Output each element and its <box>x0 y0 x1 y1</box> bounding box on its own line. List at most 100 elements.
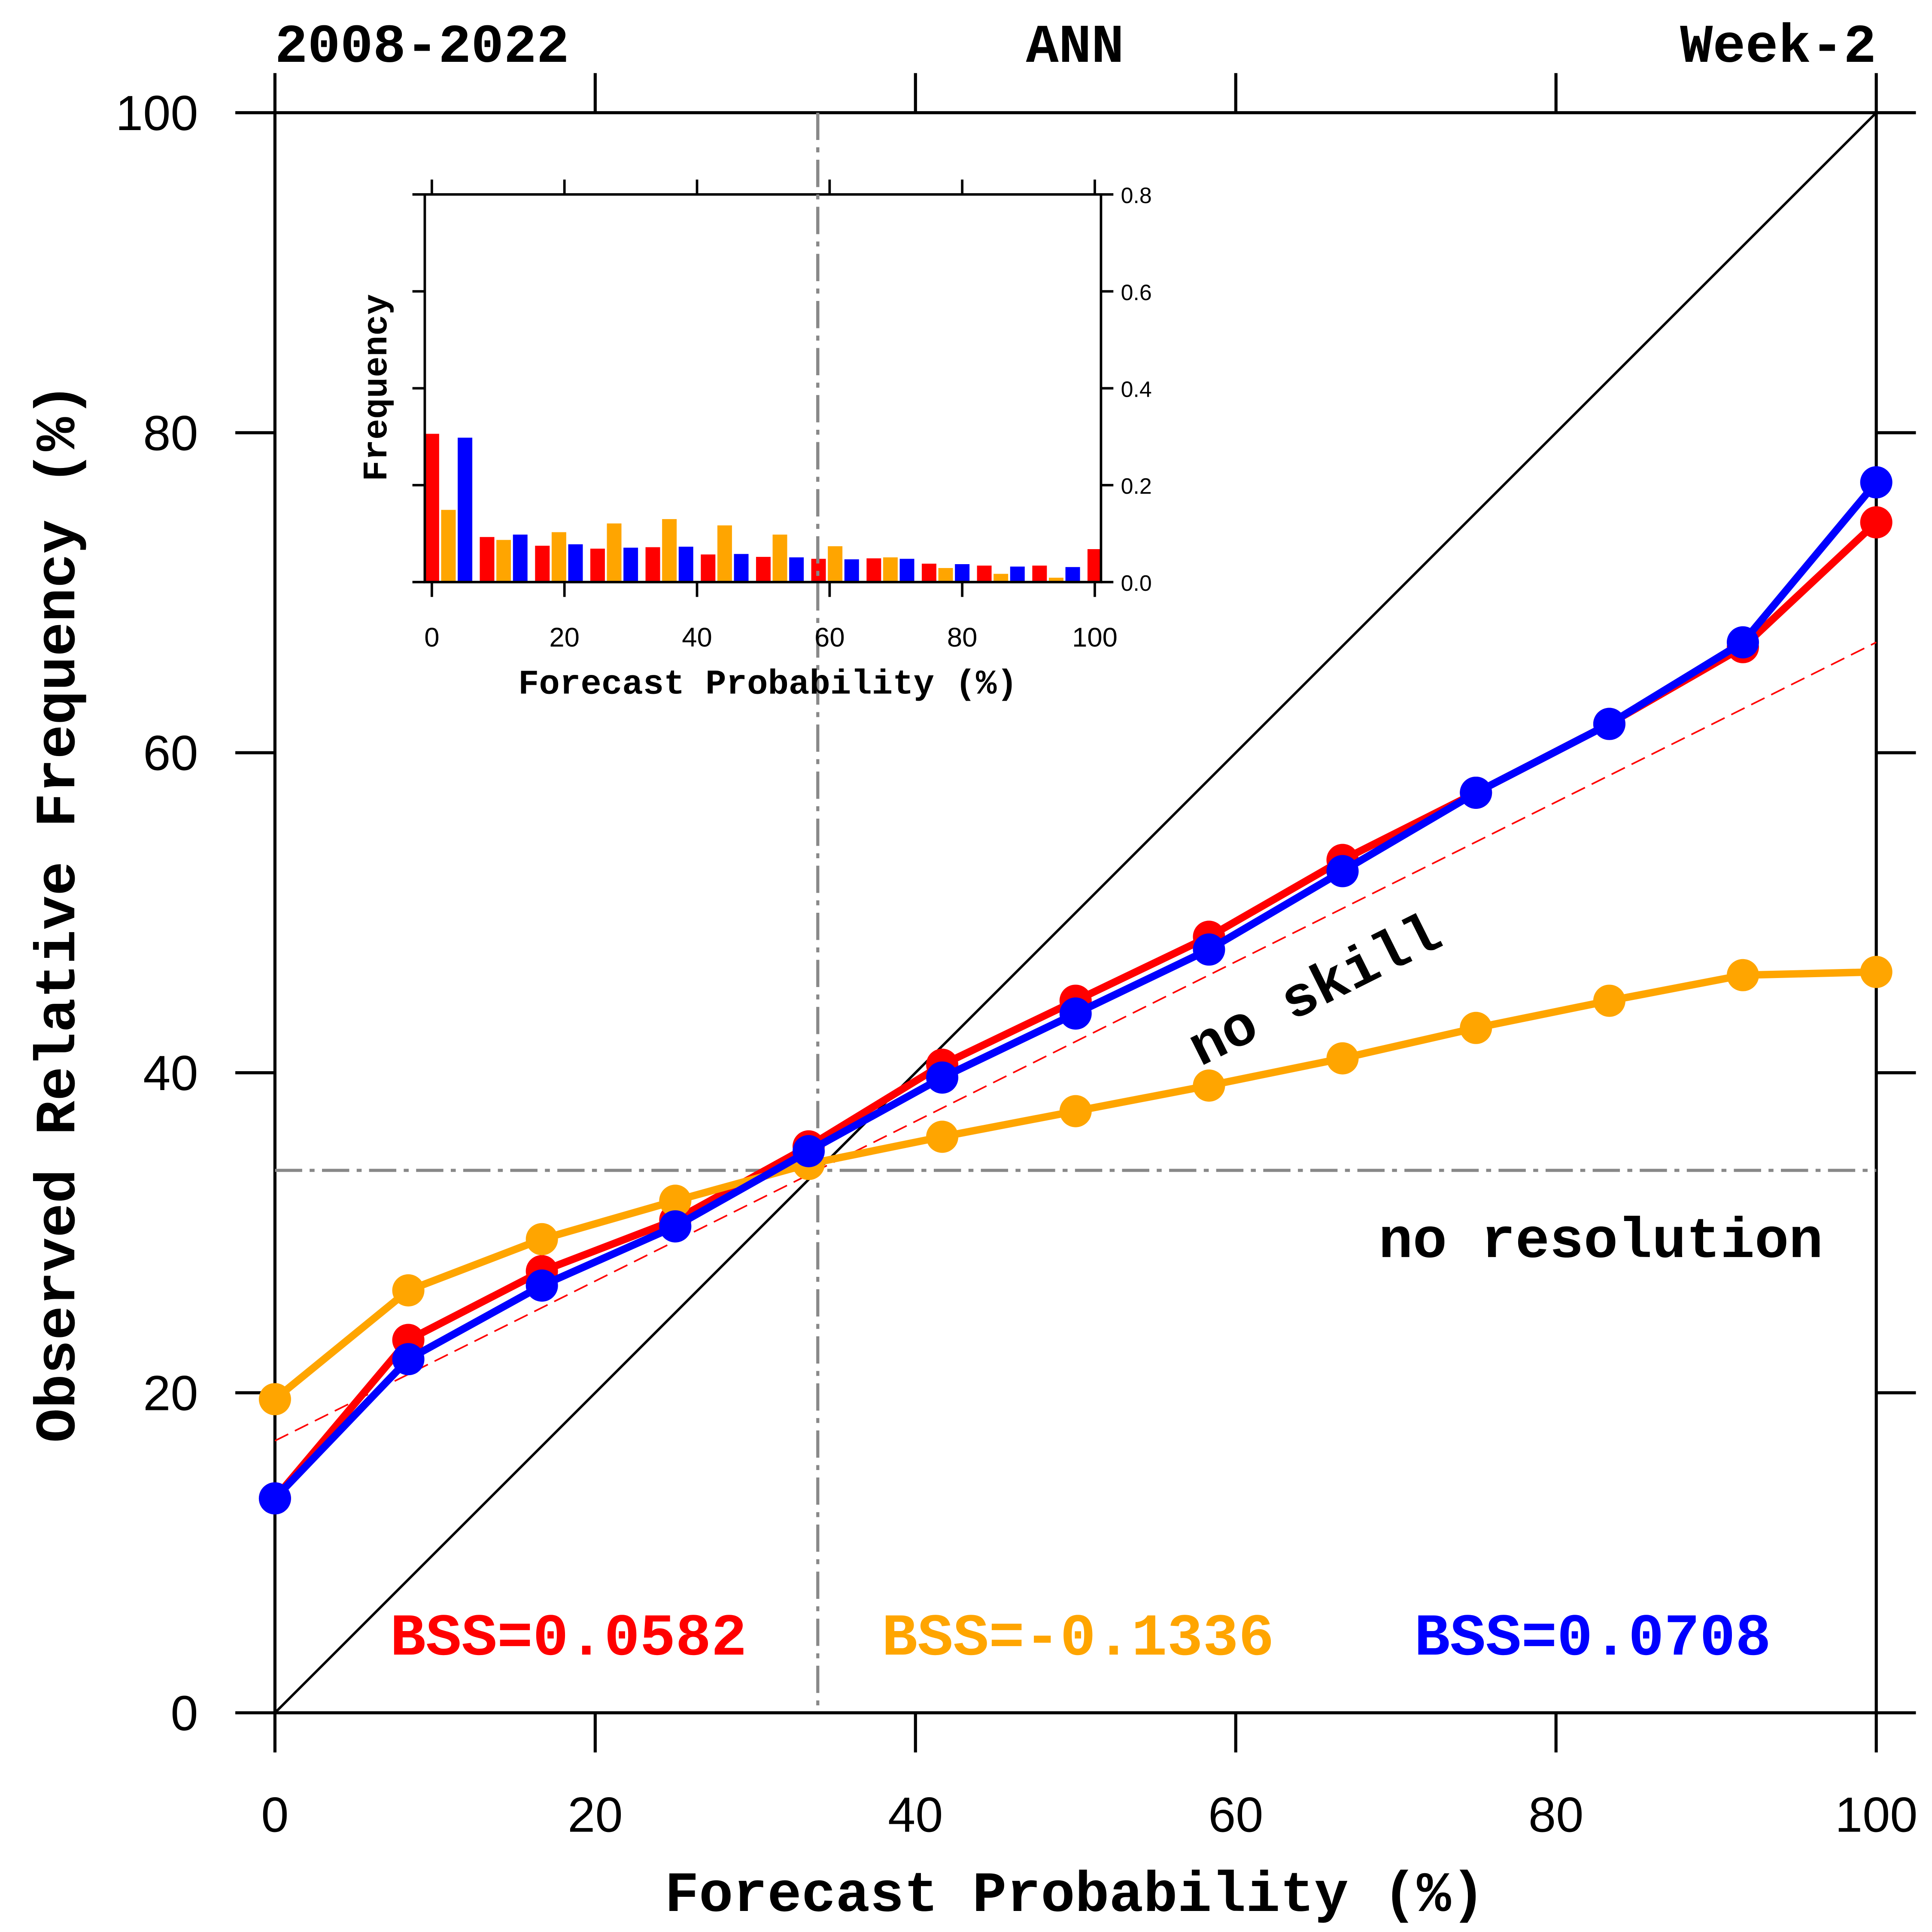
bss-orange: BSS=-0.1336 <box>882 1605 1274 1673</box>
inset-x-label: Forecast Probability (%) <box>518 665 1018 704</box>
inset-bar <box>717 525 732 582</box>
inset-x-tick-label: 60 <box>814 623 845 653</box>
inset-bar <box>1032 565 1047 582</box>
plot-frame <box>273 111 1878 1715</box>
inset-bar <box>899 559 914 582</box>
inset-bar <box>1010 566 1025 582</box>
inset-bar <box>977 565 992 582</box>
x-tick-label: 100 <box>1835 1787 1917 1842</box>
inset-bar <box>551 532 566 582</box>
y-axis-label: Observed Relative Frequency (%) <box>27 383 91 1443</box>
data-point <box>258 1482 291 1515</box>
inset-y-tick-label: 0.4 <box>1121 377 1152 402</box>
data-point <box>1059 1095 1092 1127</box>
data-point <box>659 1210 692 1242</box>
y-tick-label: 60 <box>143 726 198 781</box>
data-point <box>526 1269 558 1302</box>
inset-bar <box>1048 577 1063 582</box>
inset-bar <box>496 540 511 582</box>
no-resolution-label: no resolution <box>1379 1210 1823 1274</box>
inset-bar <box>866 558 881 582</box>
data-point <box>1860 506 1893 539</box>
perfect-reliability-line <box>274 112 1877 1714</box>
inset-y-label: Frequency <box>358 294 397 481</box>
inset-bar <box>1088 549 1101 582</box>
data-point <box>926 1061 959 1094</box>
data-point <box>1326 855 1359 887</box>
inset-bar <box>458 437 473 582</box>
data-point <box>1860 956 1893 988</box>
data-point <box>659 1185 692 1217</box>
inset-bar <box>828 546 843 582</box>
inset-bar <box>535 546 550 582</box>
data-point <box>392 1343 425 1376</box>
inset-frame <box>423 193 1103 583</box>
inset-bar <box>568 544 583 582</box>
y-tick-label: 0 <box>170 1686 198 1741</box>
inset-bar <box>662 519 677 582</box>
inset-x-tick-label: 80 <box>947 623 978 653</box>
header-right: Week-2 <box>1680 17 1876 79</box>
data-point <box>1460 1012 1492 1044</box>
inset-bar <box>678 547 693 582</box>
inset-y-tick-label: 0.8 <box>1121 183 1152 208</box>
header-center: ANN <box>1026 17 1124 79</box>
header-left: 2008-2022 <box>275 17 569 79</box>
inset-bar <box>921 563 936 582</box>
x-tick-label: 20 <box>568 1787 623 1842</box>
inset-x-tick-label: 20 <box>549 623 580 653</box>
inset-bar <box>607 523 622 582</box>
y-tick-label: 40 <box>143 1046 198 1101</box>
inset-y-tick-label: 0.6 <box>1121 280 1152 305</box>
inset-bar <box>425 434 439 582</box>
bss-red: BSS=0.0582 <box>390 1605 747 1673</box>
data-point <box>1593 708 1625 740</box>
data-point <box>1059 997 1092 1030</box>
inset-bar <box>734 554 749 582</box>
bss-blue: BSS=0.0708 <box>1414 1605 1771 1673</box>
inset-x-tick-label: 0 <box>424 623 439 653</box>
inset-bar <box>590 548 605 582</box>
data-point <box>1726 626 1759 659</box>
x-tick-label: 0 <box>261 1787 289 1842</box>
inset-x-tick-label: 40 <box>682 623 712 653</box>
inset-bar <box>844 559 859 582</box>
data-point <box>392 1274 425 1307</box>
inset-bar <box>441 510 456 582</box>
inset-y-tick-label: 0.2 <box>1121 474 1152 499</box>
data-point <box>793 1135 825 1167</box>
data-point <box>1193 1069 1225 1102</box>
x-tick-label: 40 <box>888 1787 943 1842</box>
y-tick-label: 80 <box>143 406 198 461</box>
inset-x-tick-label: 100 <box>1072 623 1118 653</box>
data-point <box>1860 466 1893 498</box>
inset-bar <box>623 547 638 582</box>
series-line <box>272 968 1877 1402</box>
inset-bar <box>513 535 528 582</box>
data-point <box>1326 1042 1359 1075</box>
inset-bar <box>772 535 787 582</box>
no-skill-line <box>274 641 1877 1442</box>
data-point <box>1460 776 1492 809</box>
x-tick-label: 80 <box>1528 1787 1583 1842</box>
y-tick-label: 100 <box>115 86 198 141</box>
inset-bar <box>645 547 660 582</box>
inset-bar <box>955 564 970 582</box>
inset-y-tick-label: 0.0 <box>1121 571 1152 596</box>
data-point <box>1593 984 1625 1017</box>
data-point <box>258 1383 291 1416</box>
x-tick-label: 60 <box>1208 1787 1263 1842</box>
inset-bar <box>938 568 953 582</box>
inset-bar <box>701 554 716 582</box>
data-point <box>526 1223 558 1255</box>
inset-bar <box>756 557 771 582</box>
x-axis-label: Forecast Probability (%) <box>665 1864 1485 1928</box>
data-point <box>1726 959 1759 991</box>
inset-bar <box>789 557 804 582</box>
data-point <box>926 1121 959 1153</box>
data-point <box>1193 933 1225 966</box>
y-tick-label: 20 <box>143 1366 198 1421</box>
inset-bar <box>883 557 898 582</box>
inset-bar <box>1065 567 1080 582</box>
